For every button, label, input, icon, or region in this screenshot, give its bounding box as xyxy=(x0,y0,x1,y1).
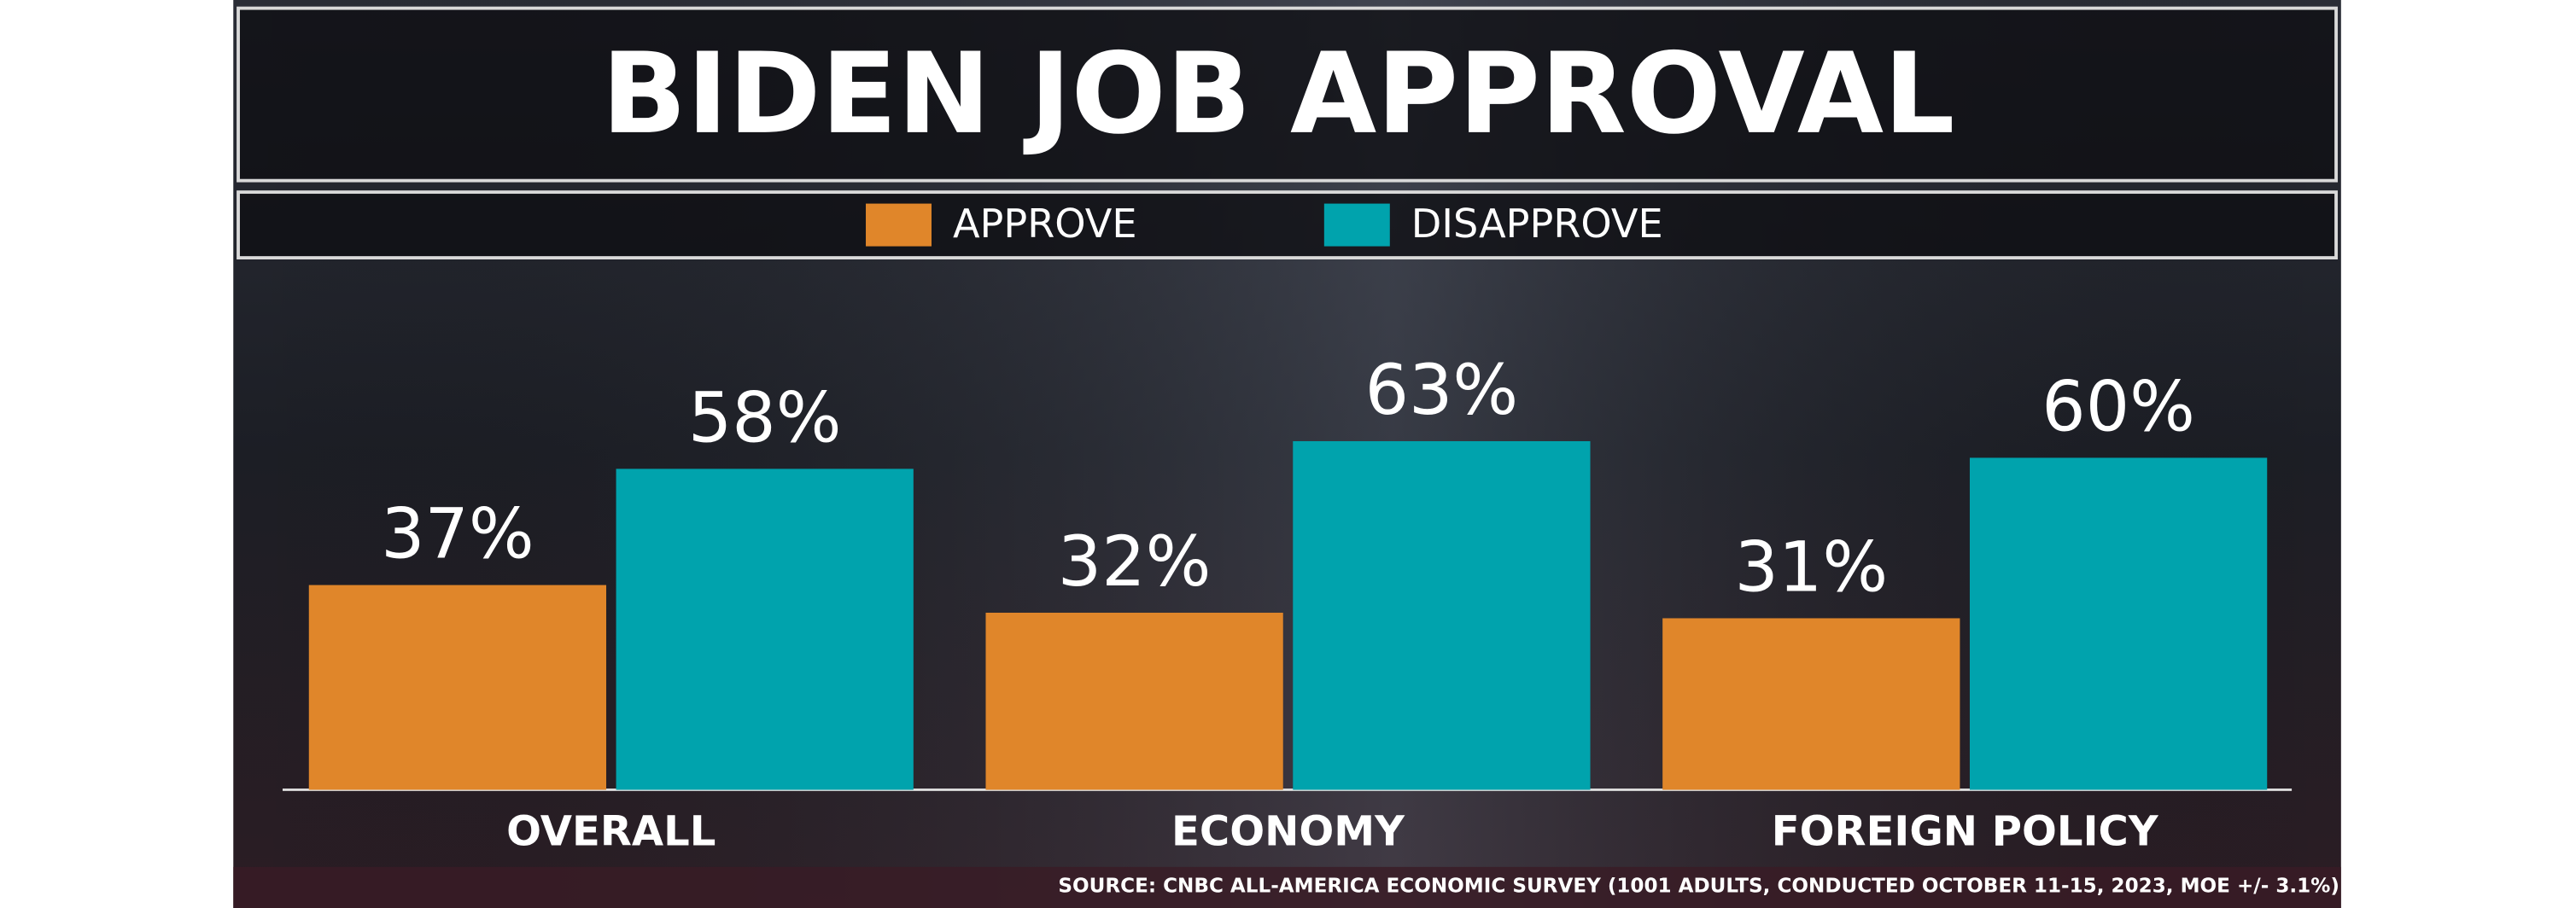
legend-swatch xyxy=(1323,203,1390,247)
value-label: 63% xyxy=(1365,351,1519,431)
bar xyxy=(1969,457,2268,790)
source-bar xyxy=(233,866,2341,908)
bar xyxy=(1293,440,1591,790)
source: SOURCE: CNBC ALL-AMERICA ECONOMIC SURVEY… xyxy=(1058,875,2339,897)
category-label: FOREIGN POLICY xyxy=(1772,807,2159,855)
value-label: 32% xyxy=(1058,522,1212,602)
value-label: 31% xyxy=(1735,528,1889,608)
bar xyxy=(985,612,1283,790)
legend-label: DISAPPROVE xyxy=(1411,201,1663,247)
bar xyxy=(308,585,607,790)
legend-bar xyxy=(237,190,2338,259)
category-label: OVERALL xyxy=(506,807,716,855)
legend-label: APPROVE xyxy=(953,201,1137,247)
category-label: ECONOMY xyxy=(1171,807,1405,855)
value-label: 37% xyxy=(381,495,534,575)
bar xyxy=(616,469,914,790)
bar xyxy=(1662,618,1960,790)
legend-swatch xyxy=(866,203,932,247)
value-label: 60% xyxy=(2042,368,2195,448)
chart-title: BIDEN JOB APPROVAL xyxy=(601,29,1954,159)
value-label: 58% xyxy=(688,378,842,458)
title-bar xyxy=(237,6,2338,183)
